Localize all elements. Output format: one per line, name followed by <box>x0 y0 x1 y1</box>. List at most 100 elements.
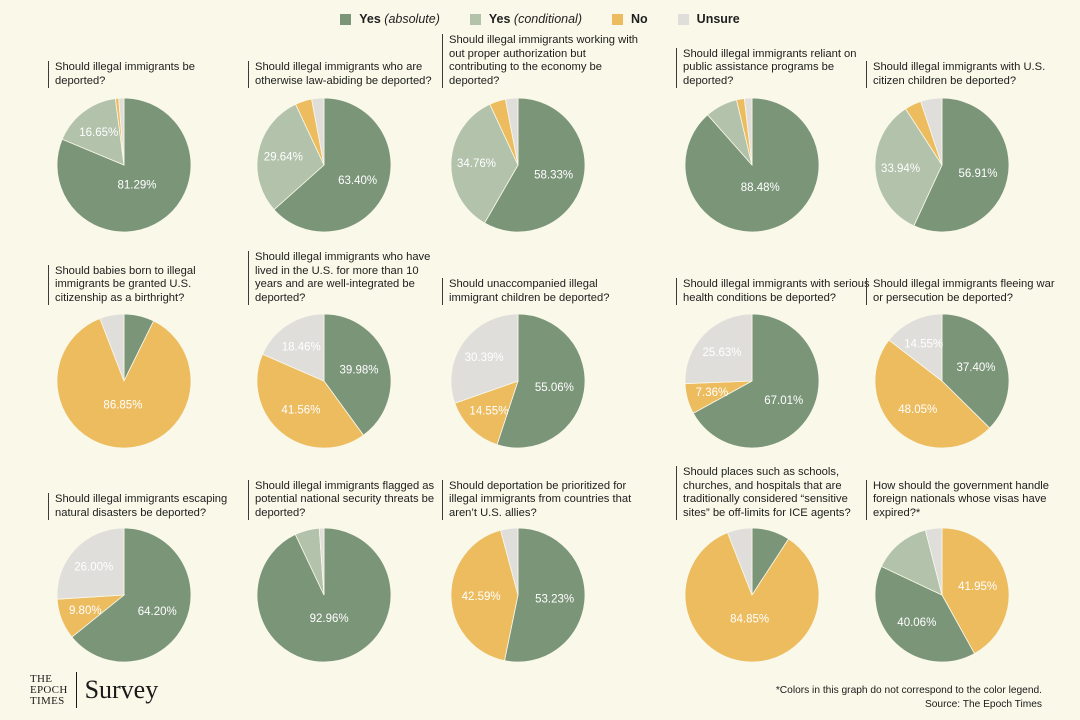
pie-question: Should illegal immigrants flagged as pot… <box>248 479 445 520</box>
legend-item: Unsure <box>677 12 740 26</box>
pie-slice <box>684 313 753 385</box>
pie-slice-label: 7.36% <box>696 387 729 399</box>
pie-slice-label: 29.64% <box>264 152 303 164</box>
pie-chart: 56.91% 33.94% <box>874 97 1010 233</box>
pie-question: Should illegal immigrants who have lived… <box>248 251 445 305</box>
pie-slice <box>118 97 125 166</box>
legend-label-text: No <box>631 12 648 26</box>
footnote: *Colors in this graph do not correspond … <box>776 684 1042 712</box>
pie-chart: 58.33% 34.76% <box>450 97 586 233</box>
pie-slice-label: 58.33% <box>534 170 573 182</box>
pie-slice <box>504 97 519 166</box>
pie-cell: Should illegal immigrants be deported? 81… <box>48 0 248 720</box>
pie-slice-label: 53.23% <box>535 594 574 606</box>
pie-slice-label: 67.01% <box>764 395 803 407</box>
pie-slice <box>924 527 943 596</box>
pie-slice <box>99 313 125 382</box>
pie-cell: Should illegal immigrants flagged as pot… <box>248 0 448 720</box>
pie-slice-label: 81.29% <box>117 180 156 192</box>
legend-label-text: Unsure <box>696 12 740 26</box>
epoch-times-logo: THE EPOCH TIMES <box>30 673 68 707</box>
pie-slice <box>483 97 586 233</box>
pie-slice-label: 56.91% <box>958 168 997 180</box>
colors-note: *Colors in this graph do not correspond … <box>775 685 1042 696</box>
pie-chart: 86.85% <box>56 313 192 449</box>
legend-item: Yes (absolute) <box>340 12 440 26</box>
pie-chart: 55.06% 14.55% 30.39% <box>450 313 586 449</box>
pie-slice <box>311 97 325 166</box>
legend-label-text: Yes <box>359 12 385 26</box>
logo-line-2: EPOCH <box>30 683 68 696</box>
legend-label: No <box>631 12 648 26</box>
pie-slice-label: 42.59% <box>462 591 501 603</box>
pie-question: Should illegal immigrants working with o… <box>442 34 639 88</box>
pie-slice <box>913 97 1010 233</box>
pie-question: Should illegal immigrants fleeing war or… <box>866 278 1063 305</box>
pie-chart: 64.20% 9.80% 26.00% <box>56 527 192 663</box>
pie-question: Should illegal immigrants be deported? <box>48 61 245 88</box>
pie-cell: Should illegal immigrants who are otherw… <box>248 0 448 720</box>
pie-slice-label: 39.98% <box>340 365 379 377</box>
pie-slice-label: 30.39% <box>465 352 504 364</box>
pie-slice <box>56 527 125 600</box>
pie-slice-label: 48.05% <box>898 404 937 416</box>
pie-slice-label: 26.00% <box>74 562 113 574</box>
survey-title: Survey <box>84 675 159 704</box>
pie-question: Should places such as schools, churches,… <box>676 466 873 520</box>
pie-slice-label: 40.06% <box>897 617 936 629</box>
pie-slice <box>941 527 1010 655</box>
legend-label: Yes (absolute) <box>359 12 440 26</box>
legend-label: Yes (conditional) <box>489 12 582 26</box>
pie-slice <box>323 313 392 436</box>
pie-question: Should illegal immigrants with serious h… <box>676 278 873 305</box>
pie-slice-label: 92.96% <box>310 613 349 625</box>
pie-slice-label: 37.40% <box>956 362 995 374</box>
pie-slice <box>880 529 943 596</box>
legend-label: Unsure <box>697 12 740 26</box>
pie-slice-label: 63.40% <box>338 175 377 187</box>
pie-slice-label: 88.48% <box>741 182 780 194</box>
pie-slice-label: 14.55% <box>469 406 508 418</box>
pie-question: Should babies born to illegal immigrants… <box>48 264 245 305</box>
pie-slice-label: 41.56% <box>281 405 320 417</box>
legend-swatch <box>612 13 623 25</box>
pie-cell: Should illegal immigrants with U.S. citi… <box>866 0 1066 720</box>
pie-slice <box>61 98 125 166</box>
pie-cell: Should illegal immigrants with serious h… <box>676 0 876 720</box>
legend: Yes (absolute) Yes (conditional) No Unsure <box>0 12 1080 26</box>
brand-block: THE EPOCH TIMES Survey <box>30 672 158 708</box>
pie-slice <box>874 565 976 663</box>
pie-chart: 81.29% 16.65% <box>56 97 192 233</box>
pie-slice-label: 33.94% <box>881 163 920 175</box>
pie-slice <box>692 313 820 449</box>
legend-label-qualifier: (absolute) <box>384 12 440 26</box>
pie-cell: Should illegal immigrants reliant on pub… <box>676 0 876 720</box>
pie-slice <box>56 97 192 233</box>
pie-slice <box>504 527 586 663</box>
pie-cell: Should babies born to illegal immigrants… <box>48 0 248 720</box>
pie-cell: Should unaccompanied illegal immigrant c… <box>442 0 642 720</box>
pie-slice-label: 64.20% <box>138 606 177 618</box>
pie-slice <box>450 529 519 662</box>
pie-slice-label: 18.46% <box>282 341 321 353</box>
pie-chart: 41.95% 40.06% <box>874 527 1010 663</box>
pie-slice <box>743 97 753 166</box>
pie-slice-label: 84.85% <box>730 613 769 625</box>
pie-slice-label: 55.06% <box>535 382 574 394</box>
pie-cell: Should illegal immigrants who have lived… <box>248 0 448 720</box>
pie-question: Should illegal immigrants escaping natur… <box>48 493 245 520</box>
pie-cell: Should illegal immigrants escaping natur… <box>48 0 248 720</box>
pie-slice <box>941 313 1010 429</box>
pie-chart: 92.96% <box>256 527 392 663</box>
pie-slice <box>454 380 519 446</box>
pie-cell: Should illegal immigrants fleeing war or… <box>866 0 1066 720</box>
pie-question: Should deportation be prioritized for il… <box>442 479 639 520</box>
pie-slice-label: 14.55% <box>904 339 943 351</box>
pie-question: Should illegal immigrants who are otherw… <box>248 61 445 88</box>
pie-slice <box>920 97 943 166</box>
pie-chart: 84.85% <box>684 527 820 663</box>
pie-slice <box>727 527 753 596</box>
pie-slice <box>684 532 820 663</box>
pie-slice-label: 86.85% <box>103 399 142 411</box>
